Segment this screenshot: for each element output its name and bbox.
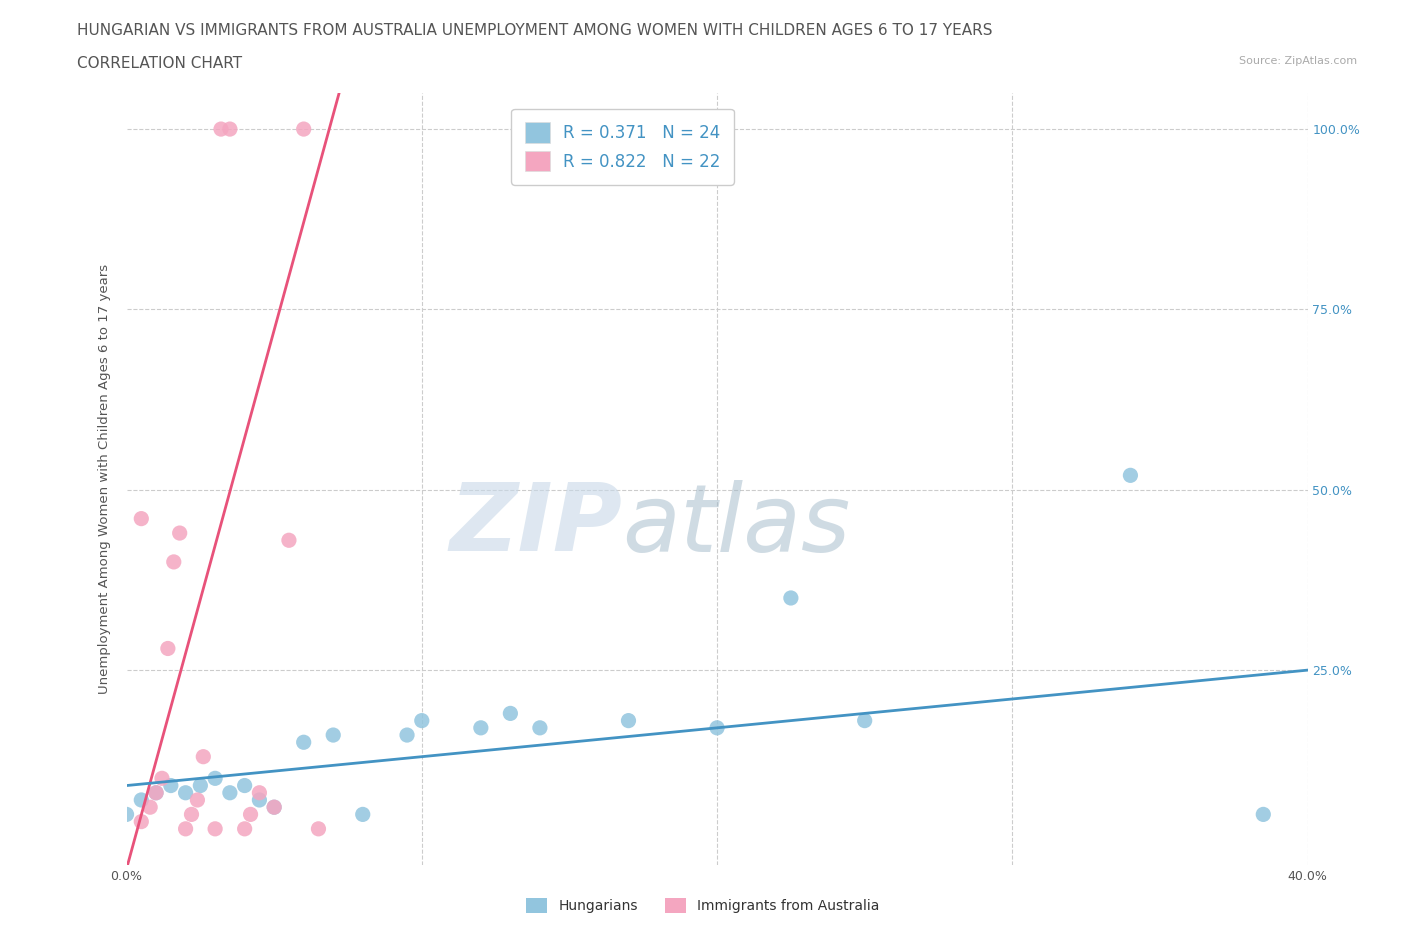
Point [204,771,226,786]
Text: HUNGARIAN VS IMMIGRANTS FROM AUSTRALIA UNEMPLOYMENT AMONG WOMEN WITH CHILDREN AG: HUNGARIAN VS IMMIGRANTS FROM AUSTRALIA U… [77,23,993,38]
Legend: R = 0.371   N = 24, R = 0.822   N = 22: R = 0.371 N = 24, R = 0.822 N = 22 [512,109,734,185]
Point [169,525,191,540]
Point [115,807,138,822]
Point [499,706,522,721]
Point [219,785,242,800]
Point [1253,807,1275,822]
Point [322,727,344,742]
Text: Source: ZipAtlas.com: Source: ZipAtlas.com [1239,56,1357,66]
Point [193,750,215,764]
Point [411,713,433,728]
Point [156,641,179,656]
Point [1119,468,1142,483]
Point [529,721,551,736]
Point [233,778,256,793]
Point [180,807,202,822]
Point [292,735,315,750]
Point [853,713,876,728]
Point [139,800,162,815]
Point [204,821,226,836]
Point [292,122,315,137]
Text: CORRELATION CHART: CORRELATION CHART [77,56,242,71]
Point [186,792,208,807]
Point [278,533,301,548]
Point [209,122,232,137]
Point [249,792,271,807]
Text: ZIP: ZIP [450,479,623,571]
Point [352,807,374,822]
Legend: Hungarians, Immigrants from Australia: Hungarians, Immigrants from Australia [520,892,886,919]
Point [706,721,728,736]
Point [160,778,183,793]
Text: atlas: atlas [623,480,851,571]
Point [145,785,167,800]
Point [249,785,271,800]
Point [150,771,173,786]
Point [163,554,186,569]
Point [780,591,803,605]
Point [219,122,242,137]
Point [129,814,153,829]
Point [470,721,492,736]
Point [263,800,285,815]
Y-axis label: Unemployment Among Women with Children Ages 6 to 17 years: Unemployment Among Women with Children A… [97,264,111,694]
Point [174,821,197,836]
Point [617,713,640,728]
Point [129,512,153,526]
Point [145,785,167,800]
Point [308,821,330,836]
Point [129,792,153,807]
Point [188,778,212,793]
Point [174,785,197,800]
Point [396,727,419,742]
Point [239,807,262,822]
Point [233,821,256,836]
Point [263,800,285,815]
